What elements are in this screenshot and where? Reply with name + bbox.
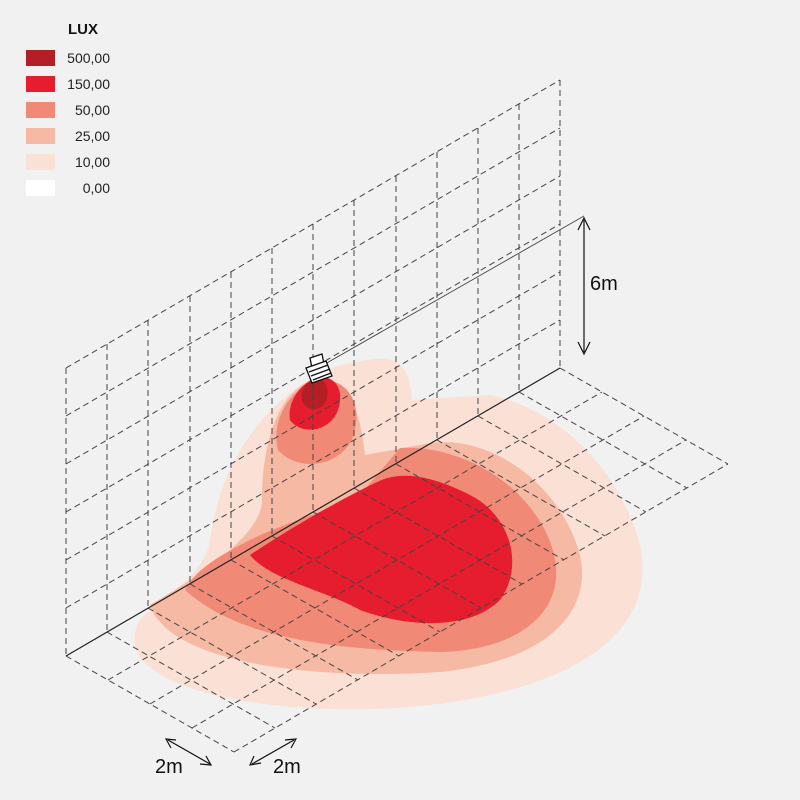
isolux-contours [134, 358, 643, 710]
spacing-label-left: 2m [155, 756, 183, 778]
wall-base-line [65, 367, 561, 657]
spacing-label-right: 2m [273, 756, 301, 778]
legend-swatch [26, 76, 55, 92]
legend-value: 150,00 [67, 76, 110, 92]
legend-title: LUX [68, 21, 98, 38]
mounting-height-line [317, 215, 585, 369]
legend-row-150: 150,00 [26, 76, 126, 92]
contour-150-lux [250, 376, 513, 624]
legend-row-50: 50,00 [26, 102, 126, 118]
contour-500-lux [301, 378, 328, 410]
legend-swatch [26, 128, 55, 144]
legend-value: 10,00 [74, 154, 110, 170]
legend-swatch [26, 154, 55, 170]
floodlight-icon [305, 353, 333, 384]
legend-swatch [26, 180, 55, 196]
legend-swatch [26, 50, 55, 66]
grid-lines [65, 79, 729, 753]
legend-value: 50,00 [74, 102, 110, 118]
spacing-dimension-right [248, 738, 298, 766]
legend-swatch [26, 102, 55, 118]
legend-row-500: 500,00 [26, 50, 126, 66]
legend-row-0: 0,00 [26, 180, 126, 196]
legend-value: 25,00 [74, 128, 110, 144]
height-dimension [577, 216, 591, 356]
legend-row-10: 10,00 [26, 154, 126, 170]
legend-value: 500,00 [67, 50, 110, 66]
height-label: 6m [590, 273, 618, 295]
legend-row-25: 25,00 [26, 128, 126, 144]
legend-value: 0,00 [82, 180, 110, 196]
spacing-dimension-left [164, 738, 213, 766]
